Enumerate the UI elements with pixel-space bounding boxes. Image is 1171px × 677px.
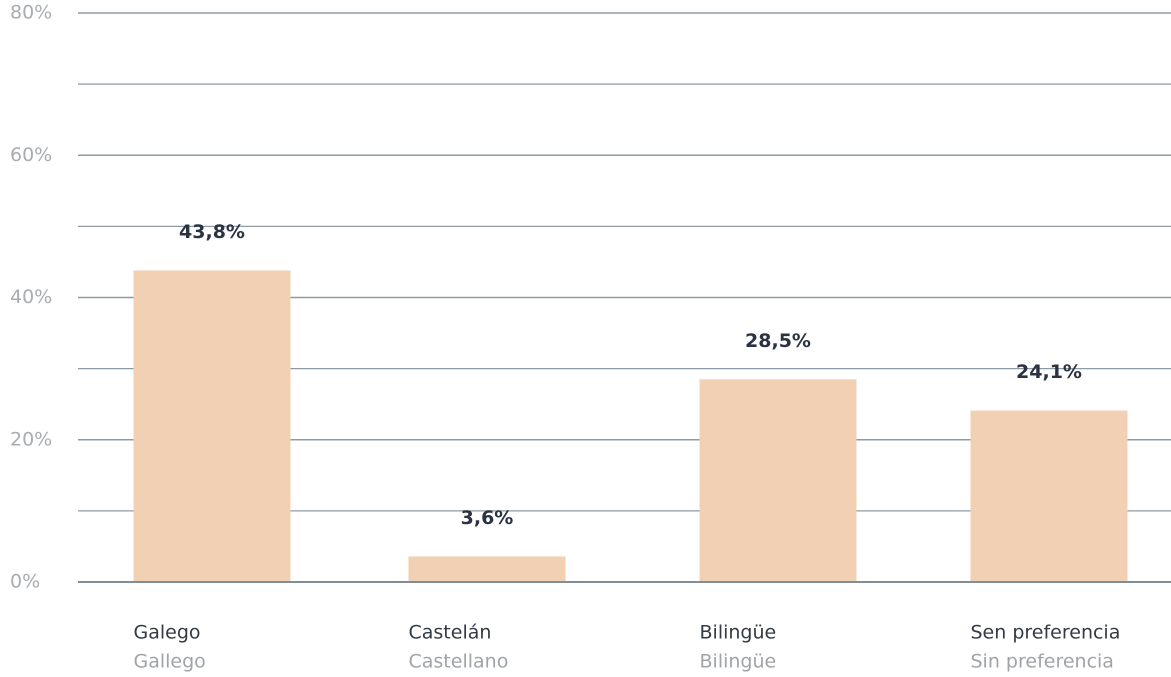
bar [970,410,1128,582]
x-tick-label-secondary: Bilingüe [700,651,777,673]
y-tick-label: 80% [10,2,52,24]
y-tick-label: 20% [10,428,52,450]
value-label: 24,1% [1016,361,1082,383]
x-tick-label-secondary: Gallego [134,651,206,673]
y-tick-label: 40% [10,286,52,308]
bar [408,556,566,582]
bar [133,270,291,582]
value-label: 28,5% [745,330,811,352]
x-tick-label: Galego [134,622,201,644]
x-tick-label: Bilingüe [700,622,777,644]
x-tick-label: Sen preferencia [971,622,1121,644]
value-label: 3,6% [461,507,514,529]
bar [699,379,857,582]
value-label: 43,8% [179,221,245,243]
x-tick-label: Castelán [409,622,492,644]
y-tick-label: 0% [10,571,40,593]
y-tick-label: 60% [10,144,52,166]
x-tick-label-secondary: Castellano [409,651,509,673]
x-tick-label-secondary: Sin preferencia [971,651,1114,673]
